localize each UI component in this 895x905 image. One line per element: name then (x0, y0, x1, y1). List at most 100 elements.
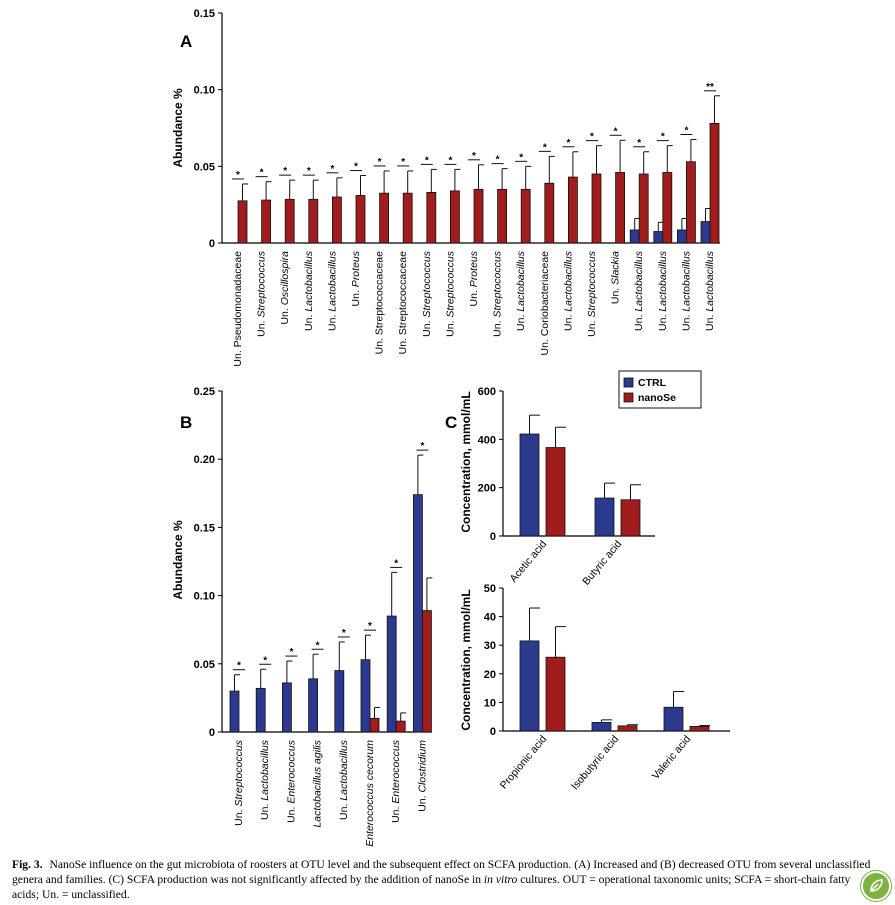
bar-nanose (421, 610, 432, 733)
legend-label-nanose: nanoSe (638, 392, 676, 404)
significance-marker: * (420, 441, 424, 452)
bar-nanose (545, 656, 566, 732)
y-axis-label: Concentration, mmol/mL (459, 589, 473, 730)
bar-ctrl (677, 229, 687, 244)
significance-marker: * (425, 155, 429, 166)
x-tick-label-name: Pseudomonadaceae (232, 251, 244, 347)
x-tick-label-prefix: Un. (562, 312, 574, 331)
y-tick-label: 0.05 (194, 659, 215, 671)
significance-marker: * (283, 166, 287, 177)
bar-nanose (568, 176, 578, 244)
bar-nanose (689, 726, 710, 732)
bar-nanose (473, 188, 484, 244)
x-tick-label-prefix: Un. (610, 285, 622, 304)
x-tick-label: Un. Lactobacillus (259, 739, 271, 820)
x-tick-label-name: Lactobacillus (633, 250, 645, 311)
bar-nanose (638, 173, 649, 244)
x-tick-label-name: Lactobacillus (680, 250, 692, 311)
x-tick-label-name: Lactobacillus (326, 250, 338, 311)
significance-marker: * (614, 126, 618, 137)
significance-marker: * (566, 138, 570, 149)
x-tick-label: Un. Pseudomonadaceae (232, 251, 244, 367)
y-tick-label: 0.10 (194, 591, 215, 603)
caption-text-end: cultures. OUT = operational taxonomic un… (12, 873, 851, 901)
figure-caption: Fig. 3. NanoSe influence on the gut micr… (12, 857, 874, 902)
significance-marker: * (394, 558, 398, 569)
y-tick-label: 600 (478, 386, 496, 398)
bar-ctrl (629, 229, 640, 244)
x-tick-label: Un. Lactobacillus (303, 250, 315, 331)
x-tick-label: Propionic acid (498, 733, 550, 791)
chart-panel-c2: Concentration, mmol/mL 0 10 20 30 40 50 Propion… (459, 583, 730, 792)
bar-nanose (426, 191, 437, 244)
y-tick-label: 0.15 (194, 522, 215, 534)
chart-panel-B: B Abundance % 0 0.05 0.10 0.15 0.20 0.25 * Un. St… (171, 386, 433, 847)
x-tick-label-name: Streptococcus (444, 250, 456, 317)
x-tick-label: Un. Lactobacillus (326, 250, 338, 331)
x-tick-label: Isobutyric acid (569, 733, 621, 792)
bar-ctrl (386, 615, 397, 733)
x-tick-label-prefix: Un. (680, 312, 692, 331)
significance-marker: * (661, 132, 665, 143)
significance-marker: * (590, 132, 594, 143)
x-tick-label: Un. Streptococcaceae (397, 251, 409, 354)
x-tick-label: Un. Lactobacillus (562, 250, 574, 331)
significance-marker: * (316, 640, 320, 651)
significance-marker: * (330, 164, 334, 175)
bar-ctrl (255, 687, 266, 733)
x-tick-label: Un. Enterococcus (390, 739, 402, 823)
y-tick-label: 0.10 (194, 85, 215, 97)
significance-marker: * (342, 628, 346, 639)
significance-marker: * (260, 168, 264, 179)
bar-nanose (662, 172, 673, 244)
chart-panel-C: C Concentration, mmol/mL 0 200 400 600 Acetic … (445, 386, 655, 588)
x-tick-label-prefix: Un. (492, 318, 504, 337)
x-tick-label-prefix: Un. (259, 801, 271, 820)
y-tick-label: 0.15 (194, 8, 215, 20)
legend-swatch-ctrl (623, 377, 634, 388)
x-tick-label-prefix: Un. (416, 793, 428, 812)
x-tick-label: Un. Oscillospira (279, 251, 291, 325)
leaf-logo-icon (861, 871, 891, 901)
y-tick-label: 0.25 (194, 386, 215, 398)
significance-marker: * (637, 138, 641, 149)
x-tick-label-name: Proteus (468, 250, 480, 287)
x-tick-label-name: Lactobacillus (562, 250, 574, 311)
bar-ctrl (663, 706, 684, 732)
x-tick-label-name: Streptococcus (233, 739, 245, 806)
x-tick-label-prefix: Un. (303, 312, 315, 331)
bar-nanose (497, 188, 508, 244)
bar-nanose (520, 188, 531, 244)
x-tick-label-prefix: Un. (421, 318, 433, 337)
bar-ctrl (653, 231, 664, 244)
x-tick-label-name: Clostridium (416, 740, 428, 793)
x-tick-label-prefix: Un. (539, 336, 551, 355)
bar-nanose (402, 192, 413, 244)
x-tick-label-prefix: Un. (515, 312, 527, 331)
x-tick-label-name: Enterococcus (285, 739, 297, 803)
x-tick-label-prefix: Un. (397, 335, 409, 354)
x-tick-label: Un. Streptococcus (256, 250, 268, 337)
significance-marker: * (519, 152, 523, 163)
x-tick-label: Un. Lactobacillus (657, 250, 669, 331)
x-tick-label: Un. Streptococcus (444, 250, 456, 337)
y-tick-label: 50 (484, 583, 496, 595)
x-tick-label-prefix: Un. (326, 312, 338, 331)
x-tick-label-prefix: Un. (233, 807, 245, 826)
bar-nanose (617, 725, 638, 732)
caption-italic: in vitro (483, 873, 518, 886)
x-tick-label-name: Lactobacillus agilis (312, 739, 324, 827)
significance-marker: * (378, 157, 382, 168)
x-tick-label-name: Streptococcus (586, 250, 598, 317)
x-tick-label-name: Valeric acid (650, 733, 694, 782)
bar-nanose (331, 196, 342, 244)
x-tick-label-name: Oscillospira (279, 251, 291, 305)
x-tick-label-prefix: Un. (633, 312, 645, 331)
caption-label: Fig. 3. (12, 858, 43, 871)
y-axis-label: Abundance % (171, 88, 185, 168)
bar-ctrl (334, 670, 345, 733)
x-tick-label: Un. Lactobacillus (633, 250, 645, 331)
y-tick-label: 200 (478, 483, 496, 495)
x-tick-label-prefix: Un. (444, 318, 456, 337)
y-tick-label: 0.20 (194, 454, 215, 466)
